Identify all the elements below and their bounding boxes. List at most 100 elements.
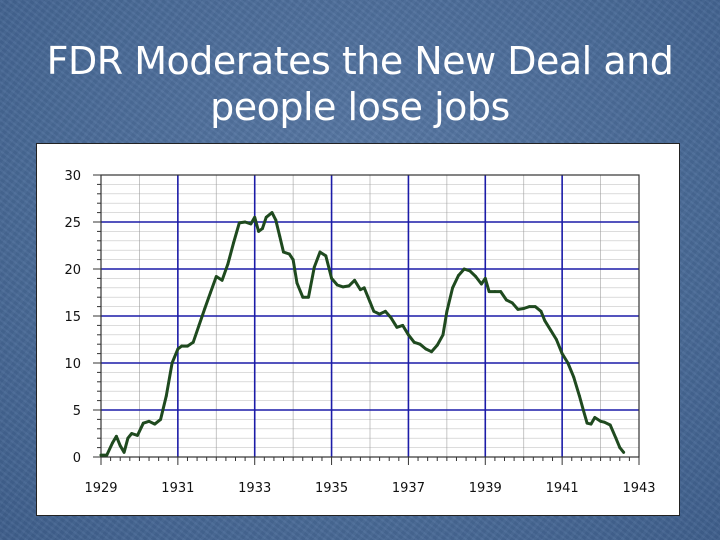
data-point — [549, 328, 553, 332]
data-point — [209, 291, 212, 294]
slide-title-line-2: people lose jobs — [210, 85, 510, 129]
data-point — [589, 422, 593, 426]
data-point — [412, 340, 416, 344]
data-point — [480, 282, 483, 286]
data-point — [418, 342, 422, 346]
data-point — [622, 450, 626, 454]
y-tick-label: 10 — [64, 357, 81, 372]
data-point — [441, 333, 445, 337]
data-point — [253, 215, 257, 219]
series — [99, 211, 626, 457]
data-point — [147, 419, 151, 423]
data-point — [358, 288, 362, 292]
data-point — [295, 281, 299, 285]
data-point — [505, 298, 508, 302]
data-point — [111, 441, 114, 445]
data-point — [243, 220, 247, 224]
data-point — [451, 286, 455, 290]
tick-labels: 0 5 10 15 20 25 30 1929 1931 1933 1935 1937 1939 1941… — [64, 169, 655, 496]
data-point — [197, 324, 201, 327]
data-point — [122, 450, 126, 454]
data-point — [539, 309, 543, 313]
data-point — [407, 333, 410, 337]
data-point — [136, 433, 139, 437]
data-point — [456, 274, 460, 277]
data-point — [153, 422, 157, 426]
data-point — [249, 222, 253, 226]
data-point — [191, 340, 195, 344]
data-point — [578, 394, 581, 398]
data-point — [278, 234, 282, 238]
data-point — [566, 361, 570, 365]
data-point — [130, 432, 134, 435]
chart-panel: 0 5 10 15 20 25 30 1929 1931 1933 1935 1937 1939 1941… — [36, 143, 680, 516]
data-point — [203, 307, 207, 310]
data-point — [462, 267, 466, 271]
data-point — [237, 221, 241, 225]
y-tick-label: 30 — [64, 169, 81, 184]
data-point — [614, 436, 618, 440]
data-point — [603, 420, 606, 424]
data-point — [99, 453, 103, 457]
data-point — [270, 211, 274, 214]
data-point — [274, 218, 278, 222]
data-point — [468, 269, 472, 273]
y-tick-label: 0 — [73, 451, 81, 466]
data-point — [301, 295, 305, 299]
data-point — [341, 285, 345, 289]
data-point — [599, 419, 602, 423]
data-point — [424, 347, 428, 351]
data-point — [554, 338, 558, 341]
y-tick-label: 25 — [64, 216, 81, 231]
x-tick-label: 1929 — [84, 481, 117, 496]
data-point — [261, 227, 264, 230]
grid — [101, 175, 639, 457]
data-point — [159, 418, 162, 421]
data-point — [401, 324, 405, 327]
data-point — [543, 319, 547, 323]
data-point — [362, 286, 366, 290]
data-point — [257, 230, 260, 233]
data-point — [533, 305, 537, 308]
data-point — [118, 444, 122, 448]
data-point — [347, 284, 351, 288]
data-point — [435, 343, 439, 347]
data-point — [395, 325, 399, 329]
y-tick-label: 5 — [73, 404, 81, 419]
data-point — [105, 453, 109, 457]
data-point — [528, 305, 531, 308]
data-point — [516, 308, 520, 311]
axes — [93, 174, 640, 465]
x-tick-label: 1943 — [622, 481, 655, 496]
data-point — [335, 283, 339, 287]
data-point — [324, 254, 328, 258]
data-point — [430, 350, 433, 354]
data-point — [214, 275, 218, 278]
data-point — [499, 290, 503, 293]
data-point — [474, 275, 478, 278]
data-point — [330, 277, 333, 280]
data-point — [226, 262, 230, 266]
data-point — [114, 434, 118, 438]
data-point — [312, 265, 316, 269]
data-point — [510, 301, 514, 305]
y-tick-label: 15 — [64, 310, 81, 325]
data-point — [164, 394, 168, 398]
data-point — [176, 347, 180, 351]
x-tick-label: 1933 — [238, 481, 271, 496]
data-point — [186, 344, 189, 348]
data-point — [141, 421, 145, 425]
data-point — [180, 344, 184, 348]
x-tick-label: 1941 — [546, 481, 579, 496]
x-tick-label: 1937 — [392, 481, 425, 496]
data-point — [282, 250, 285, 254]
data-point — [287, 252, 291, 256]
data-point — [522, 307, 526, 310]
data-point — [585, 421, 589, 425]
data-point — [581, 408, 585, 412]
data-point — [383, 309, 387, 313]
slide-title: FDR Moderates the New Deal and people lo… — [0, 38, 720, 130]
data-point — [372, 309, 376, 313]
data-point — [560, 352, 564, 355]
data-point — [608, 423, 612, 427]
